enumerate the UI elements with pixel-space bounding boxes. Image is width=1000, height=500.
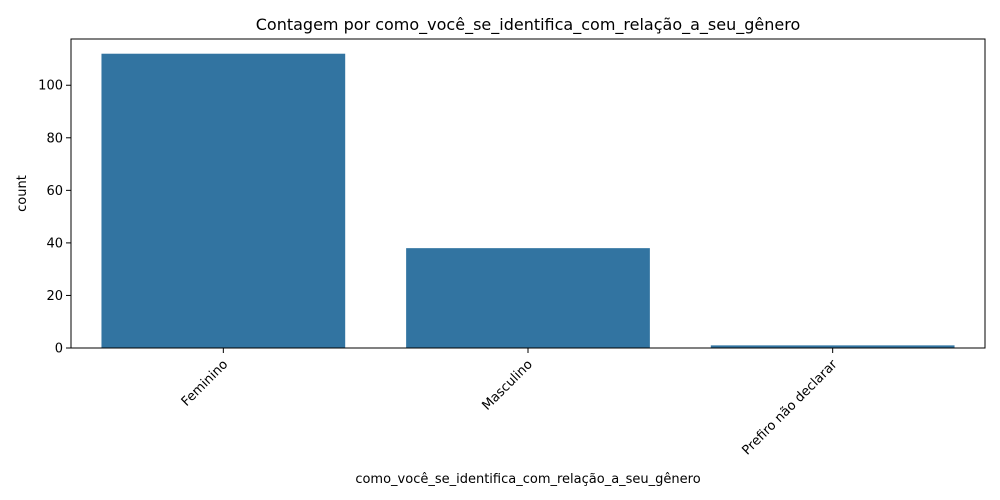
plot-frame (70, 38, 986, 349)
bars-group (101, 53, 955, 348)
x-tick-label-0: Feminino (179, 357, 231, 409)
x-axis-ticks: Feminino Masculino Prefiro não declarar (179, 348, 841, 458)
x-tick-label-1: Masculino (479, 357, 535, 413)
x-axis-label: como_você_se_identifica_com_relação_a_se… (355, 472, 700, 487)
x-tick-label-2: Prefiro não declarar (739, 357, 841, 459)
y-tick-label-0: 0 (55, 342, 63, 357)
y-tick-label-2: 40 (46, 236, 63, 251)
bar-2 (710, 345, 955, 348)
y-tick-label-5: 100 (38, 79, 63, 94)
bar-1 (406, 248, 650, 348)
y-tick-label-4: 80 (46, 131, 63, 146)
y-axis-label: count (15, 175, 30, 212)
y-axis-ticks: 0 20 40 60 80 100 (38, 79, 71, 357)
y-tick-label-3: 60 (46, 184, 63, 199)
y-tick-label-1: 20 (46, 289, 63, 304)
bar-0 (101, 53, 346, 348)
chart-title: Contagem por como_você_se_identifica_com… (256, 15, 801, 35)
